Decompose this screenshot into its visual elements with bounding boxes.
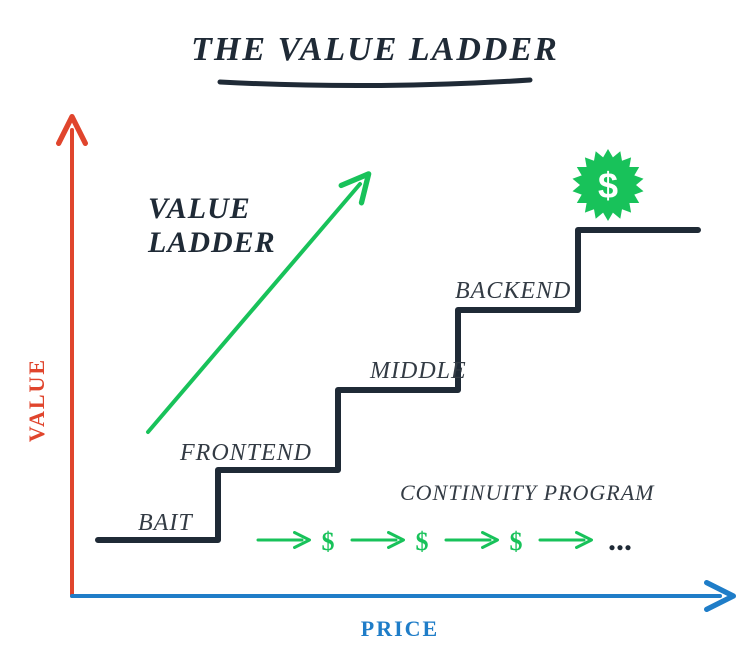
continuity-ellipsis: ... <box>608 521 632 557</box>
continuity-label: CONTINUITY PROGRAM <box>400 480 655 505</box>
x-axis-label: PRICE <box>361 616 439 641</box>
continuity-sequence: $ $ $... <box>258 521 632 557</box>
continuity-dollar: $ <box>416 527 429 556</box>
continuity-dollar: $ <box>510 527 523 556</box>
step-label-middle: MIDDLE <box>369 358 467 384</box>
step-label-frontend: FRONTEND <box>179 440 312 466</box>
big-label-line1: VALUE <box>148 192 251 225</box>
y-axis-label: VALUE <box>24 358 49 442</box>
continuity-dollar: $ <box>322 527 335 556</box>
step-label-backend: BACKEND <box>455 278 571 304</box>
dollar-badge-symbol: $ <box>598 165 618 206</box>
step-label-bait: BAIT <box>138 510 193 536</box>
title-underline <box>220 80 530 86</box>
value-ladder-diagram: THE VALUE LADDER VALUE PRICE VALUE LADDE… <box>0 0 750 658</box>
big-label-line2: LADDER <box>147 226 276 259</box>
diagram-title: THE VALUE LADDER <box>191 31 559 68</box>
dollar-badge: $ <box>573 149 644 221</box>
